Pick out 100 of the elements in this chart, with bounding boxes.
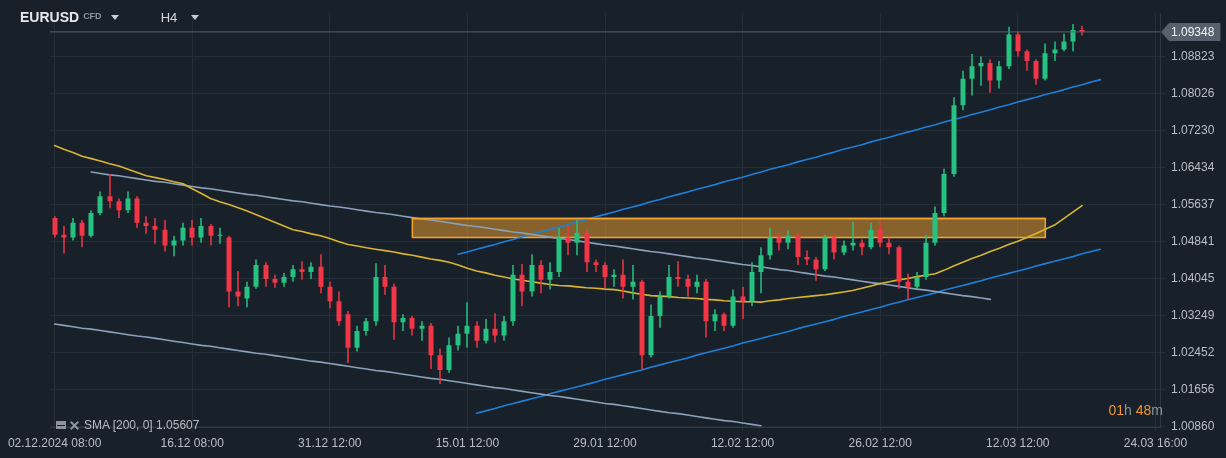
candlestick bbox=[419, 320, 425, 342]
candlestick bbox=[400, 313, 406, 332]
y-tick-label: 1.08026 bbox=[1171, 85, 1215, 100]
candlestick bbox=[217, 227, 223, 245]
candlestick bbox=[180, 221, 186, 247]
candlestick bbox=[694, 274, 700, 295]
candlestick bbox=[602, 261, 608, 290]
candlestick bbox=[272, 274, 278, 289]
candlestick bbox=[675, 260, 681, 288]
x-tick-label: 12.03 12:00 bbox=[986, 436, 1050, 451]
y-tick-label: 1.06434 bbox=[1171, 159, 1215, 174]
annotation: H4 bbox=[160, 9, 178, 25]
candlestick bbox=[52, 215, 58, 239]
candlestick bbox=[813, 256, 819, 282]
x-tick-label: 29.01 12:00 bbox=[573, 436, 638, 451]
candlestick bbox=[666, 264, 672, 300]
candlestick bbox=[79, 219, 85, 249]
candlestick bbox=[795, 233, 801, 266]
chart-subtitle: CFD bbox=[83, 11, 102, 21]
candlestick bbox=[382, 264, 388, 296]
candlestick bbox=[253, 258, 259, 290]
candlestick bbox=[987, 58, 993, 94]
candlestick bbox=[620, 258, 626, 300]
candlestick bbox=[88, 209, 94, 239]
candlestick bbox=[721, 311, 727, 332]
candlestick bbox=[969, 53, 975, 97]
candlestick bbox=[547, 261, 553, 291]
candlestick bbox=[235, 270, 241, 308]
candlestick bbox=[354, 325, 360, 353]
candlestick bbox=[685, 274, 691, 298]
y-tick-label: 1.02452 bbox=[1171, 344, 1215, 359]
candlestick bbox=[1033, 58, 1039, 86]
candlestick bbox=[198, 217, 204, 244]
x-tick-label: 26.02 12:00 bbox=[848, 436, 913, 451]
candlestick bbox=[574, 218, 580, 256]
candlestick bbox=[327, 280, 333, 309]
x-tick-label: 31.12 12:00 bbox=[298, 436, 362, 451]
candlestick bbox=[1024, 48, 1030, 72]
y-tick-label: 1.04045 bbox=[1171, 270, 1215, 285]
chart-title: EURUSD bbox=[20, 9, 80, 25]
annotation: SMA [200, 0] 1.05607 bbox=[84, 418, 200, 432]
candlestick bbox=[996, 60, 1002, 90]
candlestick bbox=[767, 227, 773, 261]
candlestick bbox=[831, 232, 837, 261]
candlestick bbox=[978, 55, 984, 87]
candlestick bbox=[712, 308, 718, 332]
candlestick bbox=[758, 246, 764, 295]
y-tick-label: 1.08823 bbox=[1171, 48, 1215, 63]
candlestick bbox=[244, 280, 250, 309]
annotation: 01h 48m bbox=[1108, 402, 1163, 418]
candlestick bbox=[630, 264, 636, 301]
x-tick-label: 15.01 12:00 bbox=[435, 436, 500, 451]
candlestick bbox=[336, 290, 342, 327]
candlestick bbox=[143, 215, 149, 235]
candlestick bbox=[318, 253, 324, 295]
candlestick bbox=[657, 290, 663, 329]
y-tick-label: 1.04841 bbox=[1171, 233, 1215, 248]
candlestick bbox=[97, 190, 103, 217]
y-tick-label: 1.03249 bbox=[1171, 307, 1215, 322]
candlestick bbox=[70, 217, 76, 242]
candlestick bbox=[263, 261, 269, 288]
candlestick bbox=[171, 234, 177, 257]
candlestick bbox=[483, 318, 489, 345]
candlestick bbox=[474, 320, 480, 349]
candlestick bbox=[501, 315, 507, 342]
candlestick bbox=[905, 273, 911, 301]
candlestick bbox=[538, 259, 544, 295]
candlestick bbox=[1015, 31, 1021, 58]
x-tick-label: 16.12 08:00 bbox=[160, 436, 225, 451]
candlestick bbox=[299, 260, 305, 281]
candlestick bbox=[785, 229, 791, 250]
candlestick bbox=[877, 220, 883, 249]
y-tick-label: 1.01656 bbox=[1171, 381, 1215, 396]
candlestick bbox=[868, 221, 874, 250]
candlestick bbox=[208, 223, 214, 247]
candlestick bbox=[189, 219, 195, 247]
y-tick-label: 1.00860 bbox=[1171, 418, 1215, 433]
x-tick-label: 24.03 16:00 bbox=[1123, 436, 1188, 451]
x-tick-label: 12.02 12:00 bbox=[710, 436, 775, 451]
candlestick bbox=[519, 263, 525, 308]
candlestick bbox=[107, 173, 113, 210]
candlestick bbox=[455, 325, 461, 352]
x-tick-label: 02.12.2024 08:00 bbox=[7, 436, 102, 451]
candlestick bbox=[409, 315, 415, 337]
y-tick-label: 1.05637 bbox=[1171, 196, 1215, 211]
candlestick bbox=[152, 217, 158, 245]
candlestick bbox=[464, 301, 470, 349]
candlestick bbox=[593, 258, 599, 273]
candlestick bbox=[308, 261, 314, 280]
candlestick bbox=[61, 225, 67, 255]
y-tick-label: 1.07230 bbox=[1171, 122, 1215, 137]
ref-line-label: 1.09348 bbox=[1171, 25, 1215, 40]
candlestick bbox=[125, 190, 131, 214]
candlestick bbox=[776, 232, 782, 252]
candlestick bbox=[162, 219, 168, 253]
candlestick bbox=[437, 347, 443, 385]
candlestick bbox=[492, 312, 498, 344]
candlestick bbox=[116, 197, 122, 219]
candlestick bbox=[565, 224, 571, 256]
candlestick bbox=[1052, 40, 1058, 62]
